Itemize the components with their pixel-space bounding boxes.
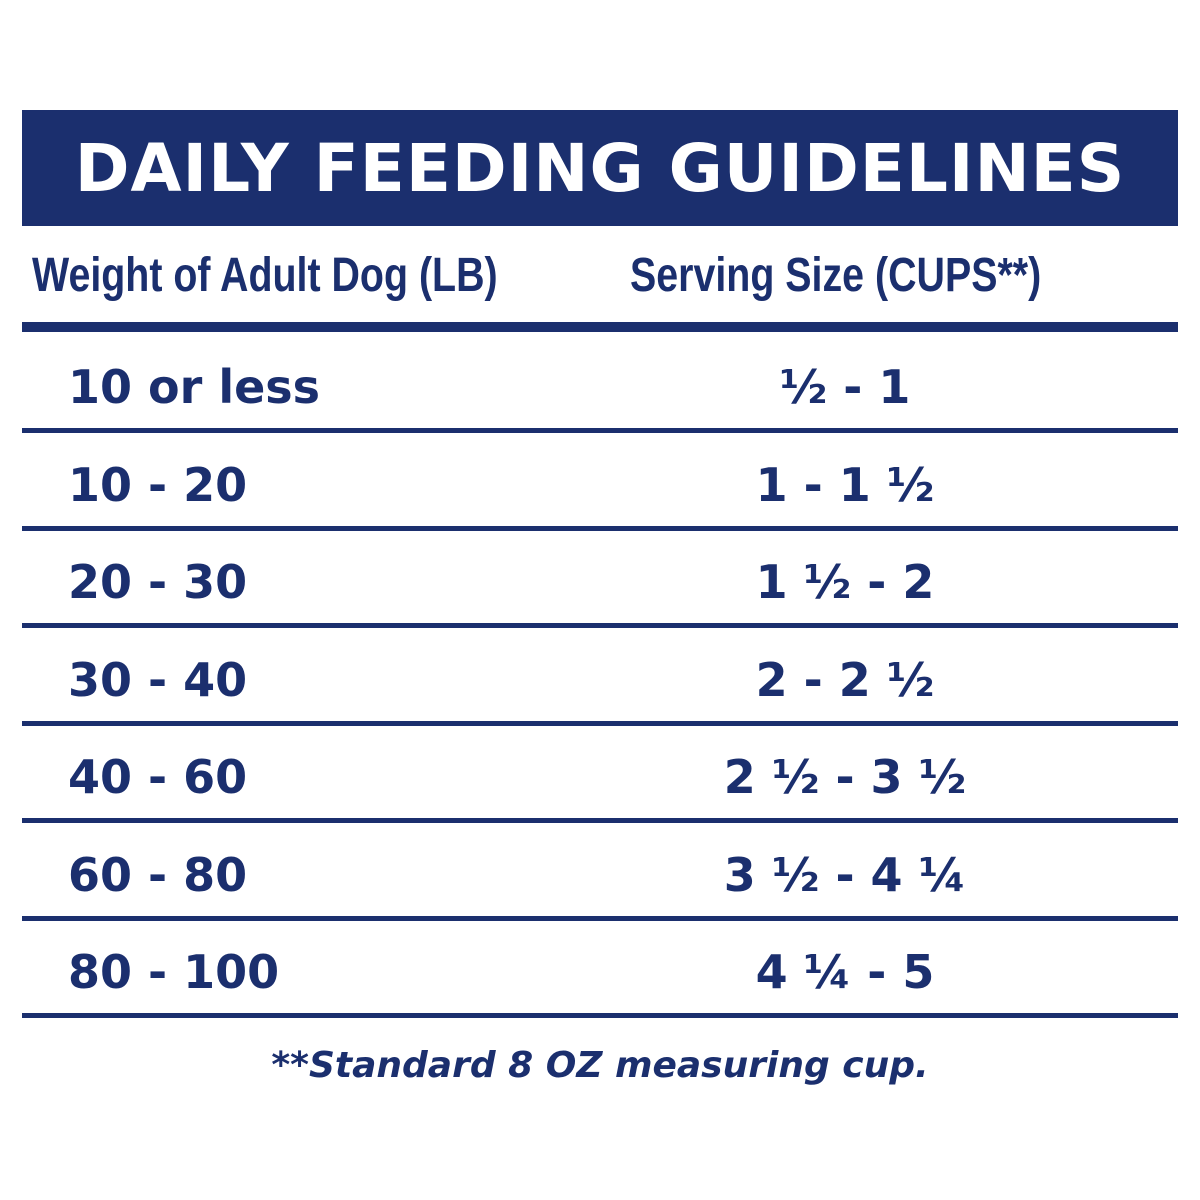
footnote: **Standard 8 OZ measuring cup.: [271, 1045, 929, 1086]
row-rule: [22, 525, 1178, 531]
serving-cell: 4 ¼ - 5: [755, 945, 935, 999]
row-rule: [22, 1013, 1178, 1018]
serving-cell: 2 - 2 ½: [755, 652, 935, 707]
row-rule: [22, 720, 1178, 726]
weight-cell: 20 - 30: [68, 555, 248, 609]
header-rule: [22, 322, 1178, 332]
weight-cell: 10 or less: [68, 360, 321, 414]
row-rule: [22, 915, 1178, 921]
serving-cell: 3 ½ - 4 ¼: [723, 847, 967, 902]
weight-cell: 10 - 20: [68, 457, 248, 512]
serving-cell: 1 ½ - 2: [755, 555, 935, 609]
serving-cell: ½ - 1: [779, 360, 911, 414]
weight-cell: 60 - 80: [68, 847, 248, 902]
weight-cell: 40 - 60: [68, 750, 248, 804]
header-weight: Weight of Adult Dog (LB): [32, 249, 498, 302]
row-rule: [22, 818, 1178, 823]
row-rule: [22, 623, 1178, 628]
serving-cell: 2 ½ - 3 ½: [723, 750, 967, 804]
weight-cell: 30 - 40: [68, 652, 248, 707]
weight-cell: 80 - 100: [68, 945, 280, 999]
header-serving: Serving Size (CUPS**): [630, 249, 1042, 302]
row-rule: [22, 428, 1178, 433]
title: DAILY FEEDING GUIDELINES: [22, 110, 1178, 226]
serving-cell: 1 - 1 ½: [755, 457, 935, 512]
